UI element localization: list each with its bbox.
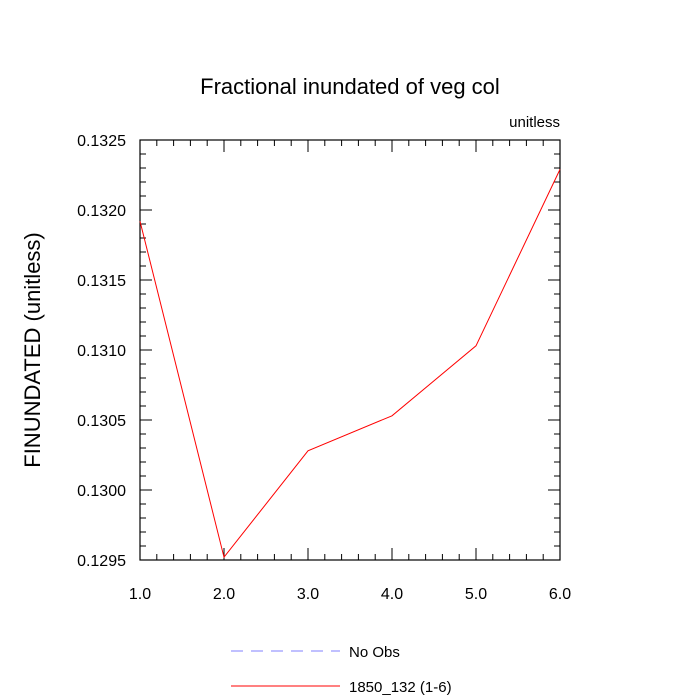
x-tick-label: 5.0 [465, 586, 487, 603]
x-tick-label: 2.0 [213, 586, 235, 603]
legend-label: 1850_132 (1-6) [349, 679, 452, 696]
axis-ticks [139, 139, 561, 561]
y-tick-label: 0.1295 [77, 553, 126, 570]
legend-label: No Obs [349, 644, 400, 661]
series-line [139, 169, 561, 559]
y-tick-label: 0.1315 [77, 273, 126, 290]
x-tick-label: 1.0 [129, 586, 151, 603]
legend: No Obs 1850_132 (1-6) [231, 644, 452, 696]
x-tick-label: 3.0 [297, 586, 319, 603]
units-label: unitless [509, 114, 560, 131]
y-tick-label: 0.1325 [77, 133, 126, 150]
y-tick-label: 0.1320 [77, 203, 126, 220]
series-layer [139, 169, 561, 559]
plot-frame [139, 139, 561, 561]
y-tick-labels: 0.1295 0.1300 0.1305 0.1310 0.1315 0.1320 0.13… [77, 133, 126, 570]
y-axis-label: FINUNDATED (unitless) [20, 232, 45, 468]
x-tick-label: 6.0 [549, 586, 571, 603]
y-tick-label: 0.1300 [77, 483, 126, 500]
x-tick-label: 4.0 [381, 586, 403, 603]
chart-title: Fractional inundated of veg col [200, 74, 500, 99]
x-tick-labels: 1.0 2.0 3.0 4.0 5.0 6.0 [129, 586, 571, 603]
y-tick-label: 0.1310 [77, 343, 126, 360]
y-tick-label: 0.1305 [77, 413, 126, 430]
